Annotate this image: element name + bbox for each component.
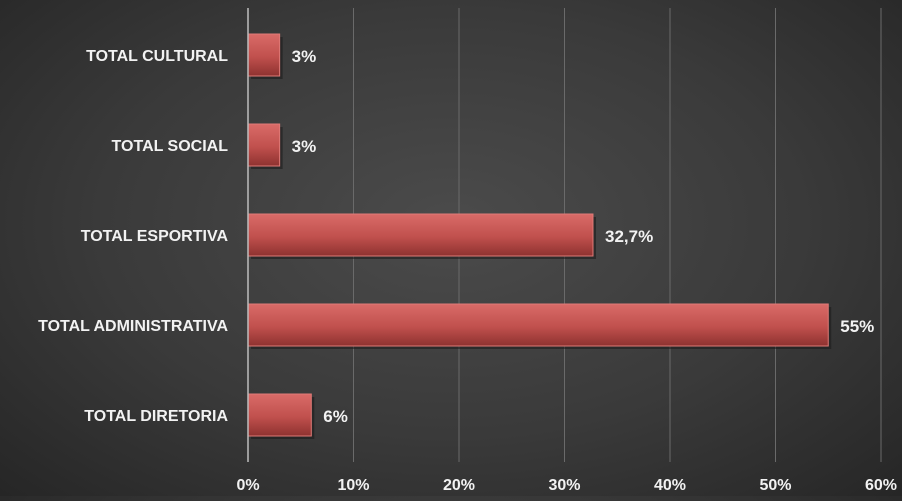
bar-total-diretoria: [247, 393, 312, 437]
x-tick-label: 40%: [654, 477, 686, 494]
x-tick-label: 50%: [759, 477, 791, 494]
category-label: TOTAL DIRETORIA: [84, 408, 228, 425]
x-tick-label: 0%: [236, 477, 259, 494]
x-tick-label: 30%: [548, 477, 580, 494]
bar-total-esportiva: [247, 213, 594, 257]
x-tick-label: 60%: [865, 477, 897, 494]
bar-total-administrativa: [247, 303, 829, 347]
data-label: 55%: [840, 317, 874, 336]
x-tick-label: 10%: [337, 477, 369, 494]
bars: [247, 33, 832, 439]
x-tick-label: 20%: [443, 477, 475, 494]
category-label: TOTAL SOCIAL: [112, 138, 229, 155]
bar-total-cultural: [247, 33, 281, 77]
data-label: 3%: [292, 137, 317, 156]
bar-total-social: [247, 123, 281, 167]
labels: 0% 10% 20% 30% 40% 50% 60% TOTAL CULTURAL 3% TOTA…: [38, 47, 897, 494]
category-label: TOTAL ADMINISTRATIVA: [38, 318, 228, 335]
data-label: 6%: [323, 407, 348, 426]
category-label: TOTAL ESPORTIVA: [81, 228, 229, 245]
data-label: 3%: [292, 47, 317, 66]
category-label: TOTAL CULTURAL: [86, 48, 228, 65]
data-label: 32,7%: [605, 227, 653, 246]
